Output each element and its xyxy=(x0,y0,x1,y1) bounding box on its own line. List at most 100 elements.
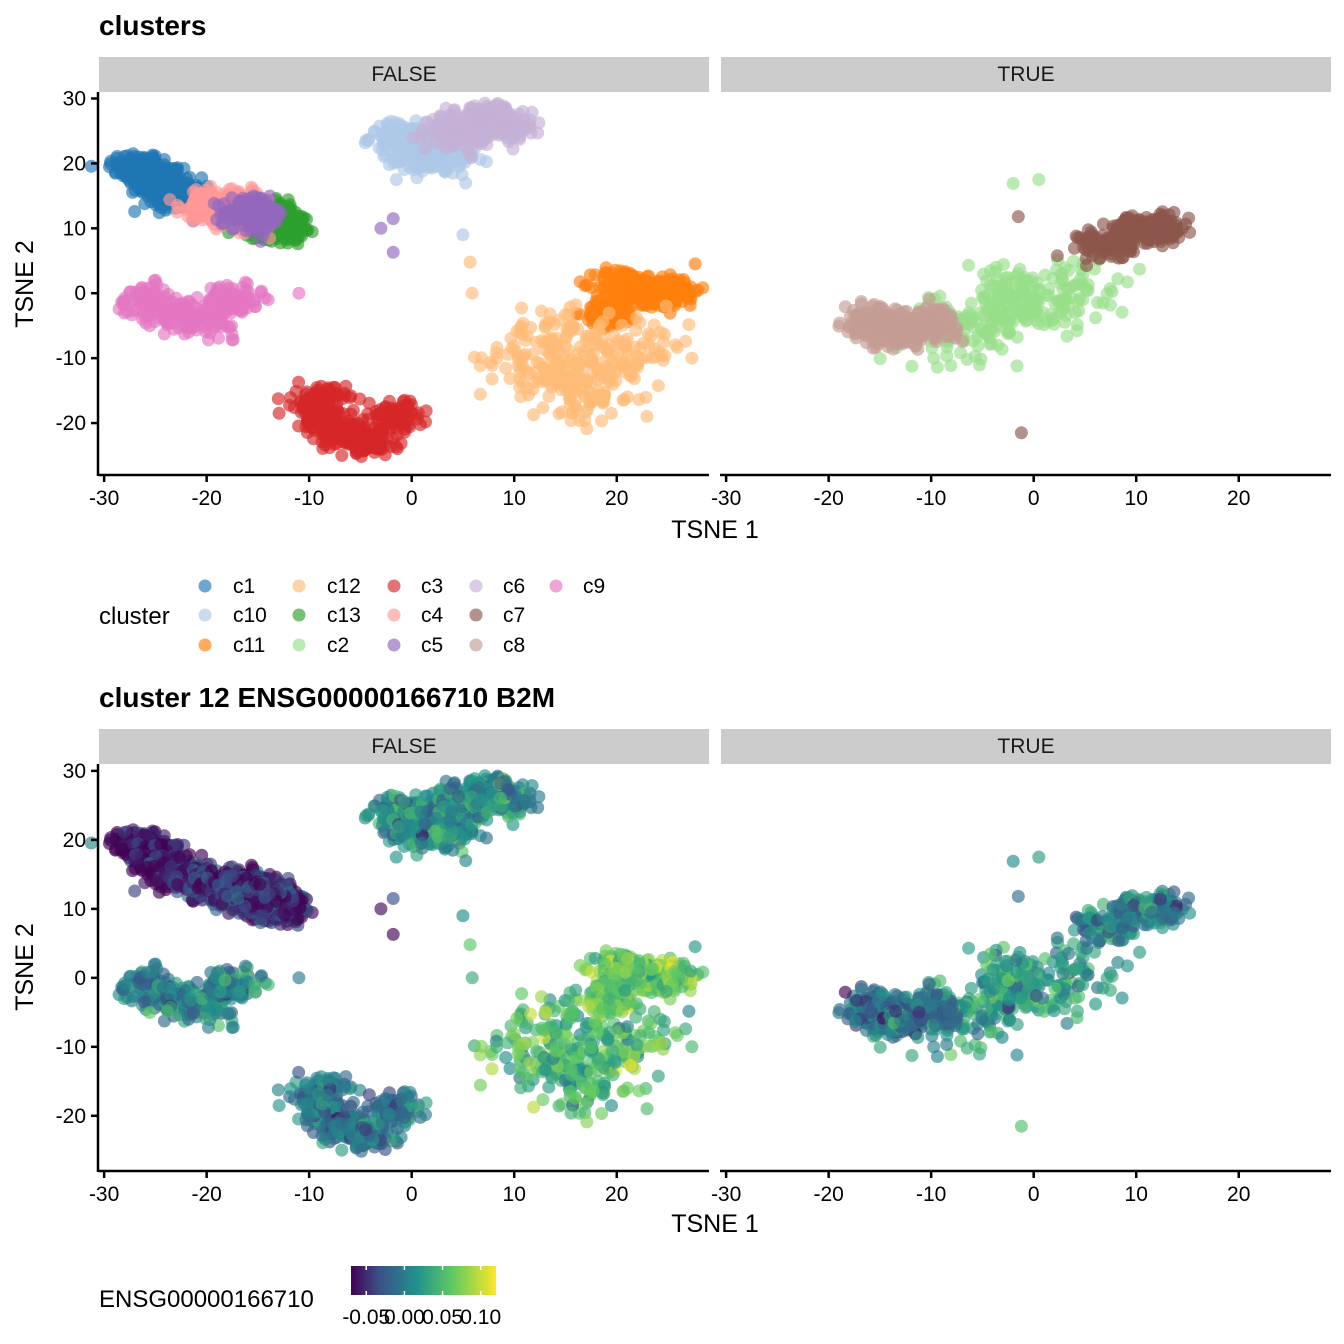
cell-point-c9 xyxy=(184,307,198,321)
cell-point-c12 xyxy=(577,344,591,358)
cell-point-c3 xyxy=(336,392,349,406)
expr-point-c1 xyxy=(116,842,129,856)
cell-point-c6 xyxy=(519,121,533,134)
cell-point-c2 xyxy=(1096,296,1110,310)
cell-point-c2 xyxy=(973,306,987,320)
cell-point-c3 xyxy=(362,396,376,410)
expr-point-c1 xyxy=(104,831,118,845)
cell-point-c7 xyxy=(1139,211,1153,224)
legend-key-c3 xyxy=(387,579,401,593)
x-tick-label-false: 20 xyxy=(605,487,628,510)
cell-point-c5 xyxy=(253,198,267,212)
cell-point-c2 xyxy=(1048,296,1062,310)
cell-point-c12 xyxy=(549,338,563,352)
cell-point-c12 xyxy=(595,414,609,428)
legend-label-c8: c8 xyxy=(503,634,525,657)
plot-1-title: clusters xyxy=(99,10,206,41)
cell-point-c2 xyxy=(1062,263,1076,277)
y-tick-label: 20 xyxy=(63,152,86,175)
cell-point-c3 xyxy=(359,429,373,443)
legend-label-c2: c2 xyxy=(327,634,349,657)
cell-point-c12 xyxy=(647,318,661,332)
cell-point-c7 xyxy=(1127,218,1141,232)
x-tick-label-false: 10 xyxy=(503,487,526,510)
cell-point-c10 xyxy=(397,120,411,134)
cell-point-c2 xyxy=(1105,285,1119,299)
cell-point-c12 xyxy=(682,318,696,332)
cell-point-c12 xyxy=(630,311,643,324)
cell-point-c12 xyxy=(535,334,549,347)
expr-point-c1 xyxy=(128,884,142,898)
cell-point-c11 xyxy=(598,273,611,287)
legend-label-c3: c3 xyxy=(421,575,443,598)
x-tick-label-false: -20 xyxy=(191,487,221,510)
cell-point-c7 xyxy=(1120,231,1133,245)
cell-point-c2 xyxy=(1047,317,1061,331)
cell-point-c2 xyxy=(1006,177,1020,190)
legend-label-c4: c4 xyxy=(421,604,444,627)
cell-point-c12 xyxy=(537,361,551,375)
cell-point-c3 xyxy=(302,391,316,405)
cell-point-c8 xyxy=(849,327,862,341)
cell-point-c5 xyxy=(225,191,239,205)
x-tick-label-false: -30 xyxy=(89,487,119,510)
cell-point-c1 xyxy=(128,205,142,218)
legend-key-c4 xyxy=(387,608,401,622)
strip-false-1 xyxy=(99,57,709,92)
cell-point-c5 xyxy=(262,208,276,222)
cell-point-c7 xyxy=(1153,212,1167,226)
cell-point-c12 xyxy=(527,408,541,422)
cell-point-c11 xyxy=(618,298,632,312)
cell-point-c12 xyxy=(570,361,584,375)
cell-point-c12 xyxy=(562,308,576,322)
cell-point-c12 xyxy=(580,422,594,436)
cell-point-c8 xyxy=(890,303,904,317)
legend-label-c5: c5 xyxy=(421,634,443,657)
legend-key-c7 xyxy=(469,608,483,622)
cell-point-c10 xyxy=(459,176,473,190)
x-tick-label-true: -20 xyxy=(813,487,843,510)
panel-false-1 xyxy=(84,96,710,463)
cell-point-c2 xyxy=(1032,173,1046,187)
cell-point-c2 xyxy=(1010,359,1024,373)
cell-point-c11 xyxy=(646,278,659,292)
cell-point-c7 xyxy=(1079,251,1093,265)
cell-point-c3 xyxy=(356,413,370,427)
cell-point-c8 xyxy=(911,342,925,356)
cell-point-c2 xyxy=(1089,311,1103,325)
cell-point-c5 xyxy=(374,221,388,235)
cell-point-c12 xyxy=(566,319,580,333)
cell-point-c2 xyxy=(1070,324,1084,338)
cell-point-c12 xyxy=(630,349,644,363)
legend-label-c13: c13 xyxy=(327,604,361,627)
cell-point-c9 xyxy=(199,325,212,338)
cell-point-c3 xyxy=(271,392,285,406)
cell-point-c12 xyxy=(642,338,656,352)
y-tick-label: -20 xyxy=(56,412,86,435)
cell-point-c12 xyxy=(586,393,600,407)
cell-point-c2 xyxy=(962,258,976,272)
legend-key-c2 xyxy=(292,638,306,652)
cell-point-c4 xyxy=(171,198,184,212)
cell-point-c12 xyxy=(640,409,654,423)
cell-point-c6 xyxy=(452,116,465,130)
plot-2-title: cluster 12 ENSG00000166710 B2M xyxy=(99,682,555,713)
cell-point-c7 xyxy=(1014,426,1028,440)
cell-point-c12 xyxy=(685,351,699,365)
cell-point-c2 xyxy=(973,358,986,372)
legend-label-c1: c1 xyxy=(233,575,255,598)
cell-point-c3 xyxy=(346,403,360,417)
cell-point-c3 xyxy=(284,391,297,405)
cell-point-c2 xyxy=(960,352,974,366)
cell-point-c1 xyxy=(84,159,98,173)
cell-point-c12 xyxy=(629,323,643,337)
cell-point-c12 xyxy=(524,321,538,334)
cell-point-c10 xyxy=(389,173,403,187)
cell-point-c2 xyxy=(1081,284,1095,297)
strip-false-1-label: FALSE xyxy=(371,63,436,86)
x-tick-label-true: -30 xyxy=(711,487,741,510)
y-tick-label: -10 xyxy=(56,347,86,370)
cell-point-c3 xyxy=(379,400,392,414)
